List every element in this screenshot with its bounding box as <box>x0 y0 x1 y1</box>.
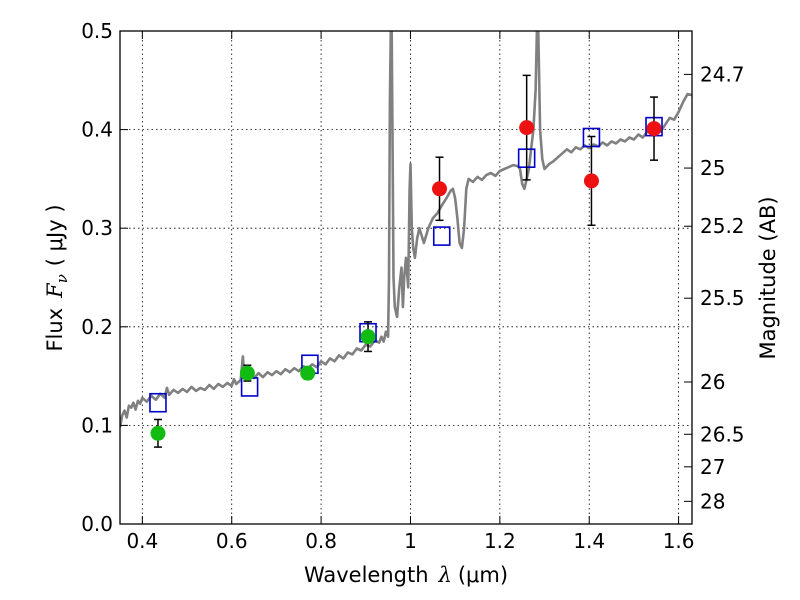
grid-lines <box>120 30 692 525</box>
x-axis-label-symbol: λ <box>438 563 452 587</box>
y2-tick-label: 25.2 <box>700 214 745 238</box>
y-tick-label: 0.5 <box>81 19 113 43</box>
y-tick-label: 0.0 <box>81 512 113 536</box>
y-tick-label: 0.1 <box>81 413 113 437</box>
x-axis-label: Wavelength λ (μm) <box>304 563 508 587</box>
y-tick-label: 0.4 <box>81 118 113 142</box>
y2-tick-label: 26.5 <box>700 422 745 446</box>
y-axis-label-subscript: ν <box>53 274 71 283</box>
axis-ticks: 0.4 0.6 0.8 1 1.2 1.4 1.6 0.0 0.1 0.2 0.3 0.4 0.5 24.… <box>81 19 744 553</box>
y2-tick-label: 26 <box>700 370 725 394</box>
observed-flux-point <box>300 365 316 381</box>
observed-flux-point <box>360 329 376 345</box>
y-axis-label: Flux Fν ( μJy ) <box>43 204 71 351</box>
y2-tick-label: 25.5 <box>700 286 745 310</box>
x-tick-label: 0.4 <box>126 529 158 553</box>
x-tick-label: 1.6 <box>663 529 695 553</box>
observed-flux-point <box>519 120 535 136</box>
y-tick-label: 0.2 <box>81 315 113 339</box>
observed-flux-point <box>646 121 662 137</box>
observed-flux-point <box>432 181 448 197</box>
y2-tick-label: 27 <box>700 455 725 479</box>
model-photometry-square <box>432 226 451 246</box>
y2-tick-label: 25 <box>700 156 725 180</box>
plot-frame <box>119 30 693 525</box>
spectrum-line <box>120 31 692 428</box>
x-axis-label-unit: (μm) <box>458 563 508 587</box>
observed-flux-point <box>239 365 255 381</box>
y2-tick-label: 24.7 <box>700 62 745 86</box>
plot-area <box>120 31 692 448</box>
y-axis-label-unit: ( μJy ) <box>43 204 67 266</box>
y2-axis-label: Magnitude (AB) <box>756 196 780 359</box>
y-axis-label-symbol: F <box>43 282 67 299</box>
model-photometry-square <box>149 392 167 413</box>
y-axis-label-text: Flux <box>43 308 67 352</box>
x-tick-label: 0.6 <box>216 529 248 553</box>
y-tick-label: 0.3 <box>81 216 113 240</box>
x-tick-label: 1.2 <box>484 529 516 553</box>
observed-flux-point <box>150 425 166 441</box>
x-tick-label: 1.4 <box>573 529 605 553</box>
x-tick-label: 0.8 <box>305 529 337 553</box>
x-tick-label: 1 <box>404 529 417 553</box>
x-axis-label-text: Wavelength <box>304 563 429 587</box>
y2-tick-label: 28 <box>700 489 725 513</box>
observed-flux-point <box>583 173 599 189</box>
